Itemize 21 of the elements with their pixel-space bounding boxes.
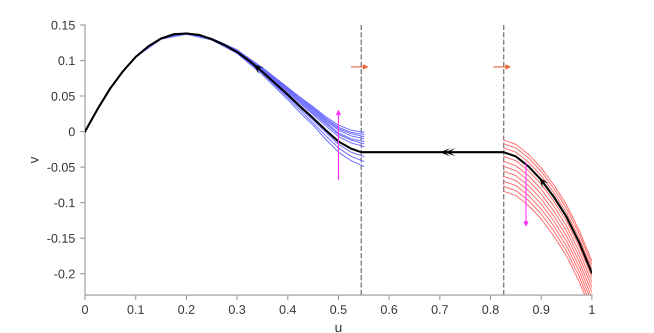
- x-tick-label: 0.3: [228, 305, 246, 314]
- x-tick-label: 0.8: [482, 305, 499, 314]
- x-tick-label: 0: [82, 305, 88, 314]
- y-tick-label: 0.05: [51, 92, 75, 101]
- x-tick-label: 0.7: [432, 305, 448, 314]
- y-tick-label: -0.05: [47, 162, 75, 172]
- x-axis-title: u: [335, 324, 342, 332]
- x-tick-label: 0.1: [128, 305, 144, 314]
- x-tick-label: 0.2: [178, 305, 194, 314]
- x-tick-label: 0.4: [280, 305, 296, 314]
- y-tick-label: -0.1: [54, 198, 75, 208]
- y-tick-label: 0.1: [58, 56, 75, 66]
- x-tick-label: 1: [589, 305, 595, 314]
- y-tick-label: 0: [68, 127, 75, 136]
- x-tick-label: 0.6: [380, 305, 398, 314]
- x-tick-label: 0.5: [330, 305, 347, 314]
- x-tick-label: 0.9: [532, 305, 550, 314]
- y-tick-label: -0.15: [47, 234, 75, 243]
- y-tick-label: -0.2: [54, 270, 75, 278]
- y-tick-label: 0.15: [51, 20, 75, 30]
- y-axis-title: v: [31, 156, 38, 164]
